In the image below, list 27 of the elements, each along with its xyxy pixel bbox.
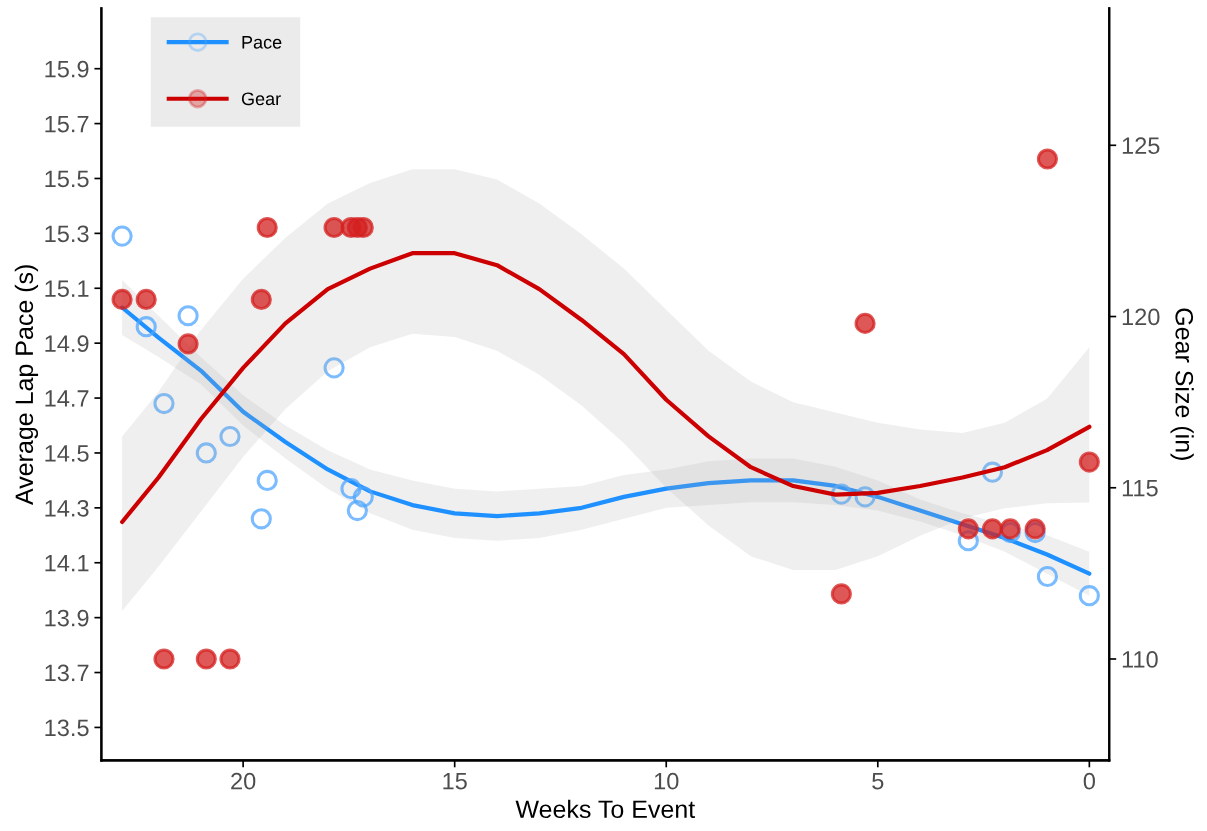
y-tick-label: 15.1 (45, 280, 89, 298)
y-tick-label: 14.1 (45, 555, 89, 572)
x-tick-label: 15 (443, 773, 467, 790)
y-tick-label: 13.5 (45, 719, 89, 737)
y-tick-label: 15.9 (45, 60, 89, 78)
y-tick-label: 15.7 (45, 115, 89, 133)
x-tick-label: 0 (1083, 772, 1095, 790)
y-tick-label: 13.9 (45, 609, 89, 627)
y2-tick-label: 110 (1122, 651, 1158, 668)
x-tick-label: 10 (654, 772, 679, 790)
y-tick-label: 13.7 (45, 664, 89, 682)
y-tick-label: 15.5 (45, 170, 89, 188)
y-tick-label: 14.5 (45, 445, 89, 462)
x-tick-label: 5 (872, 773, 884, 790)
y2-tick-label: 125 (1122, 137, 1160, 155)
x-axis-title: Weeks To Event (515, 799, 695, 819)
y-tick-label: 14.3 (45, 499, 89, 517)
y2-tick-label: 115 (1122, 480, 1158, 497)
y2-axis-title: Gear Size (in) (1170, 308, 1194, 460)
y-tick-label: 14.7 (45, 390, 89, 407)
x-tick-label: 20 (231, 772, 256, 790)
y-axis-title: Average Lap Pace (s) (14, 265, 39, 505)
legend-label: Pace (242, 36, 282, 49)
y-tick-label: 14.9 (45, 335, 89, 352)
legend-label: Gear (241, 92, 281, 106)
y2-tick-label: 120 (1122, 308, 1160, 326)
y-tick-label: 15.3 (45, 225, 89, 243)
